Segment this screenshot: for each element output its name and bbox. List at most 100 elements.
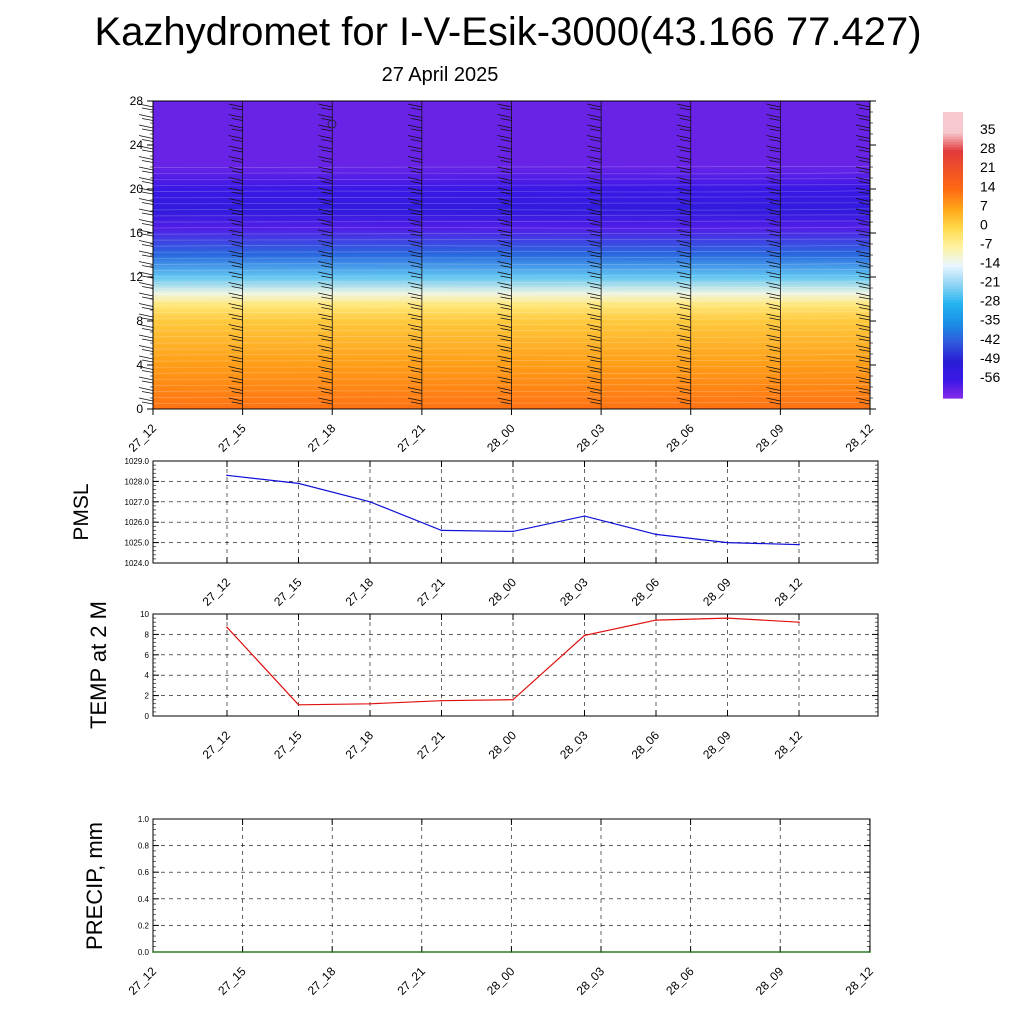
wind-barb bbox=[500, 370, 512, 373]
wind-barb bbox=[590, 338, 602, 342]
wind-barb bbox=[590, 349, 602, 352]
wind-barb bbox=[410, 107, 422, 111]
wind-barb bbox=[497, 271, 512, 276]
wind-barb bbox=[855, 387, 871, 391]
wind-barb bbox=[407, 376, 422, 381]
wind-barb bbox=[407, 261, 422, 265]
wind-barb bbox=[769, 254, 781, 258]
wind-barb bbox=[500, 391, 512, 394]
wind-barb bbox=[587, 313, 602, 318]
wind-barb bbox=[766, 397, 781, 402]
wind-barb bbox=[410, 191, 422, 195]
wind-barb bbox=[231, 212, 243, 216]
wind-barb bbox=[141, 181, 154, 184]
wind-barb bbox=[141, 370, 154, 373]
precip-data-point bbox=[869, 951, 871, 953]
pmsl-data-point bbox=[726, 541, 729, 544]
wind-barb bbox=[410, 307, 422, 310]
heatmap-xtick-label: 28_09 bbox=[753, 421, 787, 455]
wind-barb bbox=[587, 187, 602, 192]
colorbar-segment bbox=[943, 321, 963, 326]
wind-barb bbox=[141, 233, 154, 237]
wind-barb bbox=[679, 107, 691, 111]
wind-barb bbox=[500, 233, 512, 237]
wind-barb bbox=[231, 191, 243, 195]
wind-barb bbox=[587, 145, 602, 150]
colorbar-segment bbox=[943, 289, 963, 293]
colorbar-label: 35 bbox=[980, 121, 996, 137]
wind-barb bbox=[138, 376, 154, 381]
wind-barb bbox=[407, 355, 422, 360]
wind-barb bbox=[676, 397, 691, 402]
pmsl-xtick-label: 28_03 bbox=[557, 575, 591, 609]
wind-barb bbox=[228, 166, 243, 171]
wind-barb bbox=[231, 233, 243, 237]
wind-barb bbox=[766, 366, 781, 370]
wind-barbs bbox=[138, 101, 871, 409]
wind-barb bbox=[318, 366, 333, 370]
wind-barb bbox=[410, 118, 422, 121]
wind-barb bbox=[855, 156, 871, 160]
wind-barb bbox=[228, 177, 243, 181]
wind-barb bbox=[766, 135, 781, 139]
wind-barb bbox=[676, 198, 691, 202]
wind-barb bbox=[676, 303, 691, 307]
colorbar-segment bbox=[943, 316, 963, 320]
wind-barb bbox=[410, 128, 422, 132]
temp2m-ytick-label: 2 bbox=[145, 692, 150, 701]
wind-barb bbox=[500, 139, 512, 142]
wind-barb bbox=[858, 107, 871, 111]
pmsl-xtick-label: 27_21 bbox=[414, 575, 448, 609]
wind-barb bbox=[500, 380, 512, 384]
wind-barb bbox=[769, 160, 781, 163]
pmsl-ytick-label: 1024.0 bbox=[125, 559, 150, 568]
wind-barb bbox=[679, 181, 691, 184]
wind-barb bbox=[407, 103, 422, 108]
wind-barb bbox=[141, 202, 154, 205]
wind-barb bbox=[410, 265, 422, 268]
temp2m-xtick-label: 28_06 bbox=[629, 728, 663, 762]
wind-barb bbox=[590, 328, 602, 331]
heatmap-xtick-label: 27_21 bbox=[394, 421, 428, 455]
wind-barb bbox=[858, 170, 871, 174]
wind-barb bbox=[769, 149, 781, 153]
wind-barb bbox=[769, 181, 781, 184]
wind-barb bbox=[500, 359, 512, 363]
colorbar-segment bbox=[943, 308, 963, 312]
wind-barb bbox=[497, 250, 512, 255]
wind-barb bbox=[855, 313, 871, 318]
colorbar-label: -14 bbox=[980, 255, 1000, 271]
wind-barb bbox=[500, 275, 512, 279]
wind-barb bbox=[141, 359, 154, 363]
wind-barb bbox=[855, 355, 871, 360]
colorbar-segment bbox=[943, 185, 963, 189]
wind-barb bbox=[858, 328, 871, 331]
wind-barb bbox=[587, 124, 602, 129]
wind-barb bbox=[407, 219, 422, 223]
wind-barb bbox=[587, 114, 602, 118]
precip-xtick-label: 28_12 bbox=[842, 964, 876, 998]
wind-barb bbox=[497, 103, 512, 108]
colorbar-segment bbox=[943, 114, 963, 119]
wind-barb bbox=[321, 401, 333, 405]
wind-barb bbox=[410, 160, 422, 163]
wind-barb bbox=[858, 317, 871, 321]
contour-line bbox=[152, 226, 871, 229]
wind-barb bbox=[769, 244, 781, 247]
colorbar-segment bbox=[943, 231, 963, 236]
wind-barb bbox=[318, 397, 333, 402]
colorbar-segment bbox=[943, 384, 963, 388]
wind-barb bbox=[769, 380, 781, 384]
wind-barb bbox=[228, 156, 243, 160]
wind-barb bbox=[228, 387, 243, 391]
wind-barb bbox=[769, 265, 781, 268]
wind-barb bbox=[318, 303, 333, 307]
wind-barb bbox=[138, 271, 154, 276]
colorbar-segment bbox=[943, 340, 963, 345]
wind-barb bbox=[410, 296, 422, 300]
pmsl-panel: 1024.0 1025.0 1026.0 1027.0 1028.0 1029.0 27_1… bbox=[70, 457, 879, 609]
precip-xtick-label: 28_03 bbox=[574, 964, 608, 998]
wind-barb bbox=[855, 345, 871, 349]
wind-barb bbox=[228, 229, 243, 234]
